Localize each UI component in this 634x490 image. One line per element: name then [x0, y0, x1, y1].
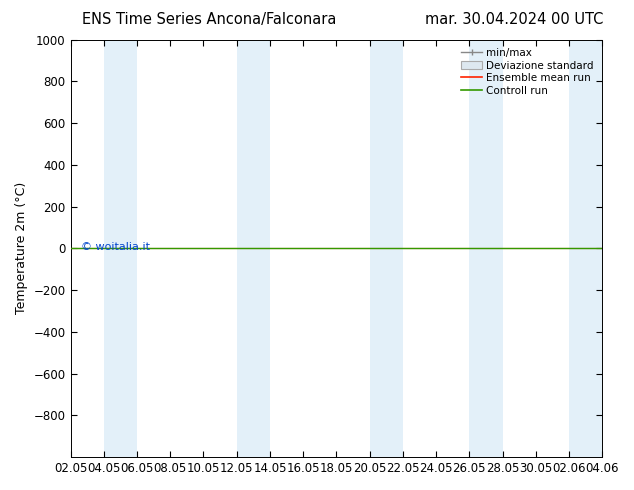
- Bar: [104, 40, 137, 457]
- Bar: [370, 40, 403, 457]
- Bar: [569, 40, 602, 457]
- Bar: [236, 40, 270, 457]
- Text: ENS Time Series Ancona/Falconara: ENS Time Series Ancona/Falconara: [82, 12, 337, 27]
- Text: © woitalia.it: © woitalia.it: [81, 242, 150, 252]
- Bar: [469, 40, 503, 457]
- Text: mar. 30.04.2024 00 UTC: mar. 30.04.2024 00 UTC: [425, 12, 603, 27]
- Legend: min/max, Deviazione standard, Ensemble mean run, Controll run: min/max, Deviazione standard, Ensemble m…: [458, 45, 597, 99]
- Y-axis label: Temperature 2m (°C): Temperature 2m (°C): [15, 182, 28, 315]
